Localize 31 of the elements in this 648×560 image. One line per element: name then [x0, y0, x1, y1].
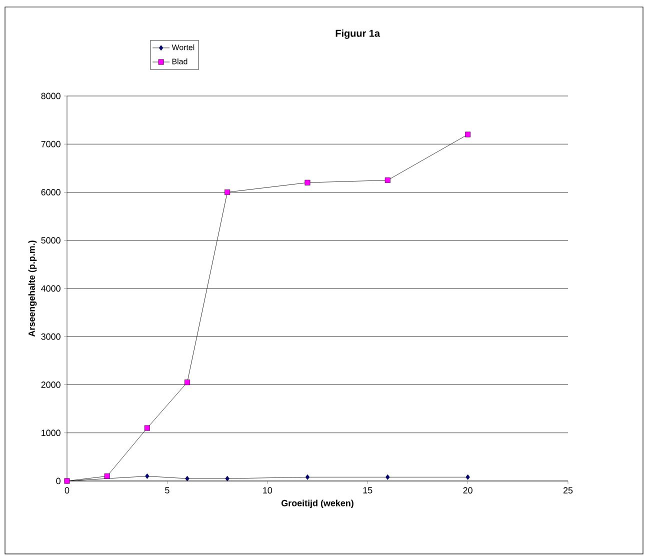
point [185, 476, 190, 482]
x-tick-label: 0 [64, 487, 70, 494]
x-tick-label: 5 [165, 487, 170, 494]
chart-title: Figuur 1a [336, 30, 380, 39]
y-axis-title: Arseengehalte (p.p.m.) [28, 240, 37, 337]
point [104, 473, 110, 479]
x-axis-title: Groeitijd (weken) [282, 500, 354, 508]
point [145, 473, 150, 479]
x-tick-label: 10 [263, 487, 272, 494]
point [305, 474, 310, 480]
point [466, 474, 470, 480]
y-tick-label: 6000 [41, 189, 60, 196]
y-tick-label: 5000 [41, 237, 60, 244]
y-tick-label: 0 [56, 478, 60, 484]
y-tick-label: 4000 [41, 285, 60, 292]
point [225, 476, 230, 482]
y-tick-label: 7000 [41, 140, 60, 148]
y-tick-label: 8000 [41, 92, 60, 100]
point [224, 189, 230, 195]
point [465, 132, 471, 138]
point [144, 425, 150, 431]
y-tick-label: 1000 [42, 430, 60, 436]
point [386, 474, 390, 480]
point [184, 380, 190, 386]
x-tick-label: 15 [363, 487, 372, 494]
point [384, 177, 390, 183]
y-tick-label: 2000 [41, 382, 60, 388]
point [304, 180, 310, 186]
x-tick-label: 25 [563, 487, 573, 494]
y-tick-label: 3000 [41, 333, 60, 340]
x-tick-label: 20 [463, 487, 472, 494]
